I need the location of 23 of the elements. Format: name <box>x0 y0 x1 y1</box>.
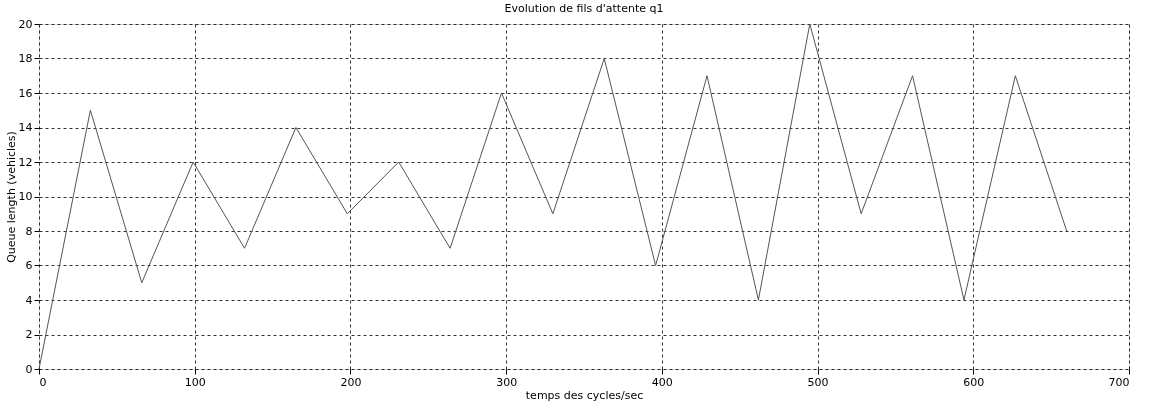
x-tick-label: 400 <box>651 375 673 389</box>
y-tick-label: 4 <box>25 293 33 307</box>
x-tick-label: 0 <box>39 375 47 389</box>
y-tick-label: 2 <box>25 328 33 341</box>
y-tick-label: 6 <box>25 259 33 272</box>
line-series <box>38 23 1068 370</box>
x-tick-label: 100 <box>184 375 206 389</box>
y-tick-label: 18 <box>18 52 33 65</box>
x-axis-title: temps des cycles/sec <box>525 388 644 402</box>
x-tick-label: 300 <box>496 375 518 389</box>
y-tick-label: 12 <box>18 155 33 169</box>
chart-title: Evolution de fils d'attente q1 <box>504 2 664 15</box>
y-tick-label: 10 <box>18 190 33 203</box>
x-tick-label: 700 <box>1108 375 1130 389</box>
y-tick-label: 20 <box>18 17 33 31</box>
y-tick-label: 0 <box>25 362 33 376</box>
y-tick-label: 16 <box>18 86 33 100</box>
x-tick-label: 200 <box>340 375 362 389</box>
y-tick-label: 14 <box>18 121 33 134</box>
x-tick-label: 500 <box>807 375 829 389</box>
y-axis-title: Queue length (vehicles) <box>4 131 18 263</box>
x-tick-label: 600 <box>963 375 985 389</box>
y-tick-label: 8 <box>25 224 33 238</box>
